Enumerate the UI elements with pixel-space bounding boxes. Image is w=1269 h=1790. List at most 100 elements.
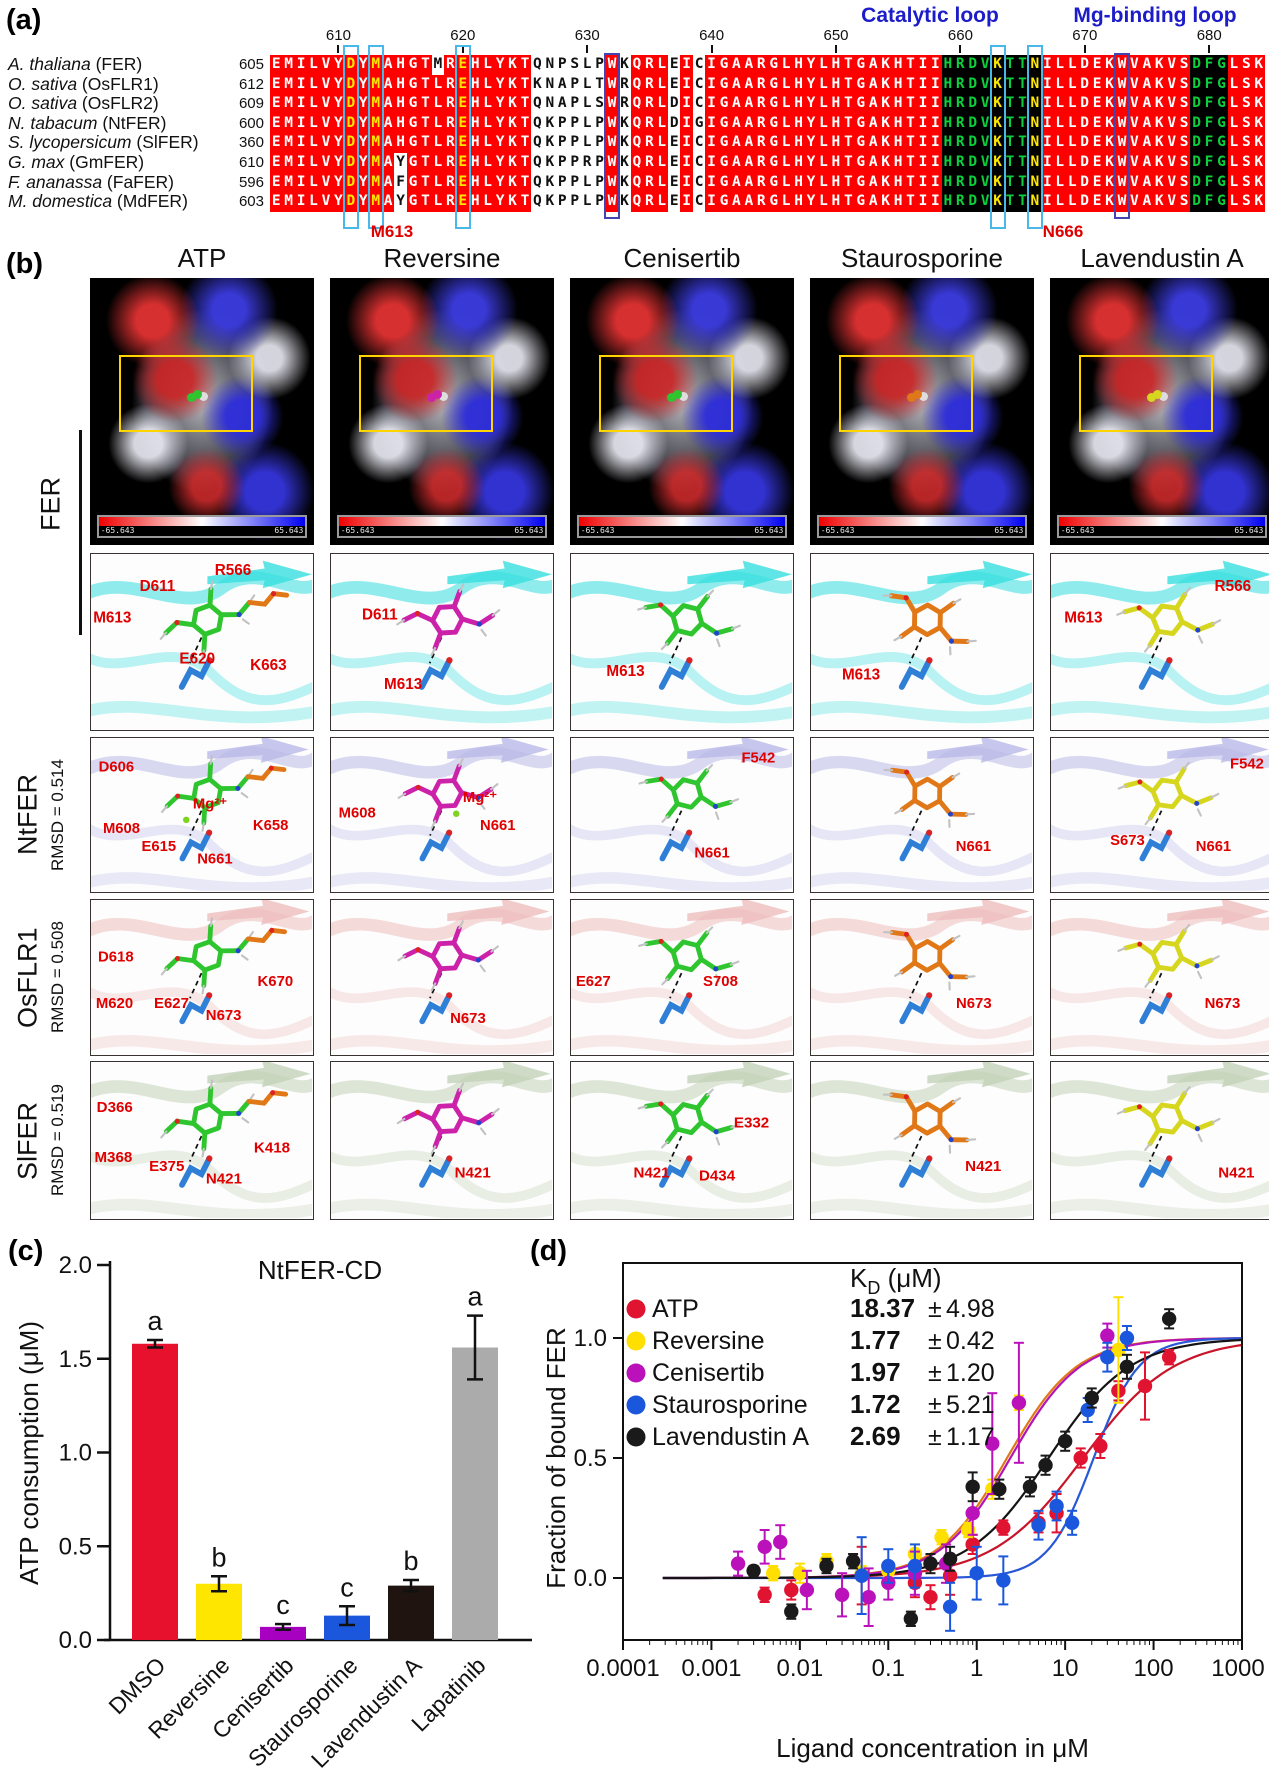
residue: P [556, 133, 569, 153]
residue: E [456, 192, 469, 212]
residue: L [1227, 153, 1241, 173]
residue: T [904, 153, 917, 173]
residue: T [1016, 113, 1029, 134]
residue: L [1227, 74, 1241, 95]
residue-sticks [419, 992, 453, 1025]
residue: Y [357, 113, 370, 134]
residue: G [1215, 172, 1228, 193]
residue: P [593, 55, 606, 75]
residue: R [444, 74, 457, 95]
residue: K [1252, 94, 1265, 114]
binding-site-box [839, 355, 974, 432]
residue: M [282, 55, 295, 75]
ligand-sticks [397, 758, 499, 829]
residue: Y [804, 153, 818, 173]
residue: E [668, 172, 681, 193]
residue-label: M613 [384, 676, 422, 693]
residue: P [593, 133, 606, 153]
data-point [965, 1479, 980, 1494]
closeup-art: F542 N661 [561, 736, 803, 894]
residue: S [1177, 113, 1191, 134]
residue: K [991, 94, 1004, 114]
residue-label: M613 [606, 663, 644, 680]
residue: H [941, 172, 955, 193]
residue: Q [630, 172, 644, 193]
residue: A [742, 55, 756, 75]
residue: H [891, 133, 905, 153]
legend-kd: 18.37 [850, 1293, 915, 1323]
residue: D [1078, 94, 1091, 114]
residue: W [1115, 153, 1129, 173]
residue-label: E375 [149, 1158, 184, 1175]
residue: S [1177, 74, 1191, 95]
residue: T [904, 172, 917, 193]
residue: N [1028, 113, 1042, 134]
data-point [985, 1436, 1000, 1451]
data-point [1100, 1328, 1115, 1343]
residue: P [556, 192, 569, 212]
legend-pm: ± [928, 1327, 942, 1355]
residue: N [543, 74, 557, 95]
residue: P [593, 113, 606, 134]
residue: H [941, 55, 955, 75]
residue: Q [531, 113, 544, 134]
legend-kd-err: 0.42 [946, 1327, 995, 1355]
residue: T [518, 153, 532, 173]
residue: L [431, 133, 445, 153]
residue: R [954, 133, 967, 153]
residue: D [1190, 172, 1203, 193]
residue: Q [630, 113, 644, 134]
residue: W [1115, 192, 1129, 212]
residue: A [381, 55, 395, 75]
residue: P [556, 172, 569, 193]
residue: G [1215, 94, 1228, 114]
residue: H [829, 94, 843, 114]
residue: V [319, 192, 333, 212]
residue: I [916, 55, 930, 75]
residue: I [916, 113, 930, 134]
residue: E [1090, 94, 1104, 114]
residue: G [1215, 153, 1228, 173]
residue: A [381, 113, 395, 134]
residue: I [1041, 113, 1054, 134]
residue-label: K670 [258, 974, 294, 990]
residue: H [394, 55, 407, 75]
closeup-art: M613 [798, 560, 1047, 724]
residue: R [643, 192, 656, 212]
residue: R [755, 192, 768, 212]
n666-label: N666 [1042, 222, 1084, 241]
residue: V [1165, 172, 1178, 193]
residue: A [730, 55, 743, 75]
residue: T [1016, 153, 1029, 173]
residue: V [978, 153, 992, 173]
ruler-tick [1083, 45, 1086, 53]
data-point [819, 1558, 834, 1574]
residue: S [1177, 153, 1191, 173]
docked-ligand-marker [1153, 390, 1163, 400]
data-point [1093, 1438, 1108, 1454]
ruler-number: 640 [699, 27, 725, 44]
residue: I [680, 55, 693, 75]
x-tick-label: 0.0001 [586, 1655, 659, 1682]
residue: P [593, 192, 606, 212]
residue: Y [804, 74, 818, 95]
residue: A [1140, 153, 1154, 173]
residue: K [991, 192, 1004, 212]
residue: K [1252, 133, 1265, 153]
residue: P [593, 153, 606, 173]
colorbar-min: -65.643 [580, 525, 615, 535]
residue: M [369, 153, 382, 173]
residue: G [1215, 74, 1228, 95]
residue: A [730, 113, 743, 134]
residue-label: N661 [480, 818, 515, 834]
residue: T [1016, 55, 1029, 75]
alignment-row: M. domestica (MdFER) 603 E M I L V Y D Y M A Y G T L R E H… [0, 191, 1269, 212]
residue: I [680, 192, 693, 212]
residue: A [730, 133, 743, 153]
species-label: O. sativa (OsFLR1) [8, 73, 159, 94]
residue: K [991, 74, 1004, 95]
residue: G [854, 172, 867, 193]
start-number: 600 [238, 114, 264, 132]
data-point [1031, 1518, 1046, 1533]
